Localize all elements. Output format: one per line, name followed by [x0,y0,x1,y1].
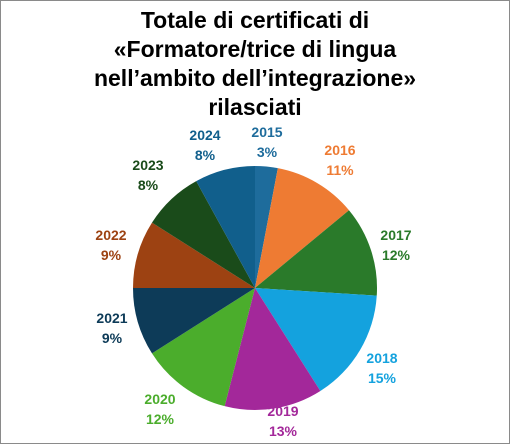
slice-label-percent-2023: 8% [138,177,159,193]
slice-label-year-2019: 2019 [267,403,298,419]
slice-label-year-2021: 2021 [96,310,127,326]
slice-label-percent-2022: 9% [101,247,122,263]
slice-label-year-2017: 2017 [380,227,411,243]
slice-label-percent-2019: 13% [269,423,298,439]
slice-label-percent-2024: 8% [195,147,216,163]
slice-label-year-2023: 2023 [132,157,163,173]
slice-label-percent-2020: 12% [146,411,175,427]
slice-label-percent-2021: 9% [102,330,123,346]
slice-label-year-2022: 2022 [95,227,126,243]
slice-label-percent-2018: 15% [368,370,397,386]
slice-label-year-2018: 2018 [366,350,397,366]
pie-slice-2022 [133,222,255,288]
pie-slice-2023 [151,181,255,288]
pie-slice-2018 [255,288,377,392]
pie-slice-2019 [224,288,321,411]
chart-title-line-1: Totale di certificati di [140,7,370,33]
pie-slice-2020 [151,288,255,407]
slice-label-year-2020: 2020 [144,391,175,407]
pie-slice-2015 [255,166,278,288]
pie-slice-2024 [196,166,255,288]
slice-label-year-2016: 2016 [324,142,355,158]
slice-label-percent-2017: 12% [382,247,411,263]
slice-label-year-2015: 2015 [251,124,282,140]
chart-title: Totale di certificati di «Formatore/tric… [0,6,510,122]
pie-slice-2021 [133,288,255,354]
chart-title-line-2: «Formatore/trice di lingua [113,36,397,62]
slice-label-percent-2015: 3% [257,144,278,160]
chart-title-line-4: rilasciati [208,94,302,120]
slice-label-year-2024: 2024 [189,127,220,143]
slice-label-percent-2016: 11% [326,162,354,178]
pie-slice-2016 [255,168,349,288]
pie-slice-2017 [255,210,378,296]
chart-title-line-3: nell’ambito dell’integrazione» [93,65,417,91]
